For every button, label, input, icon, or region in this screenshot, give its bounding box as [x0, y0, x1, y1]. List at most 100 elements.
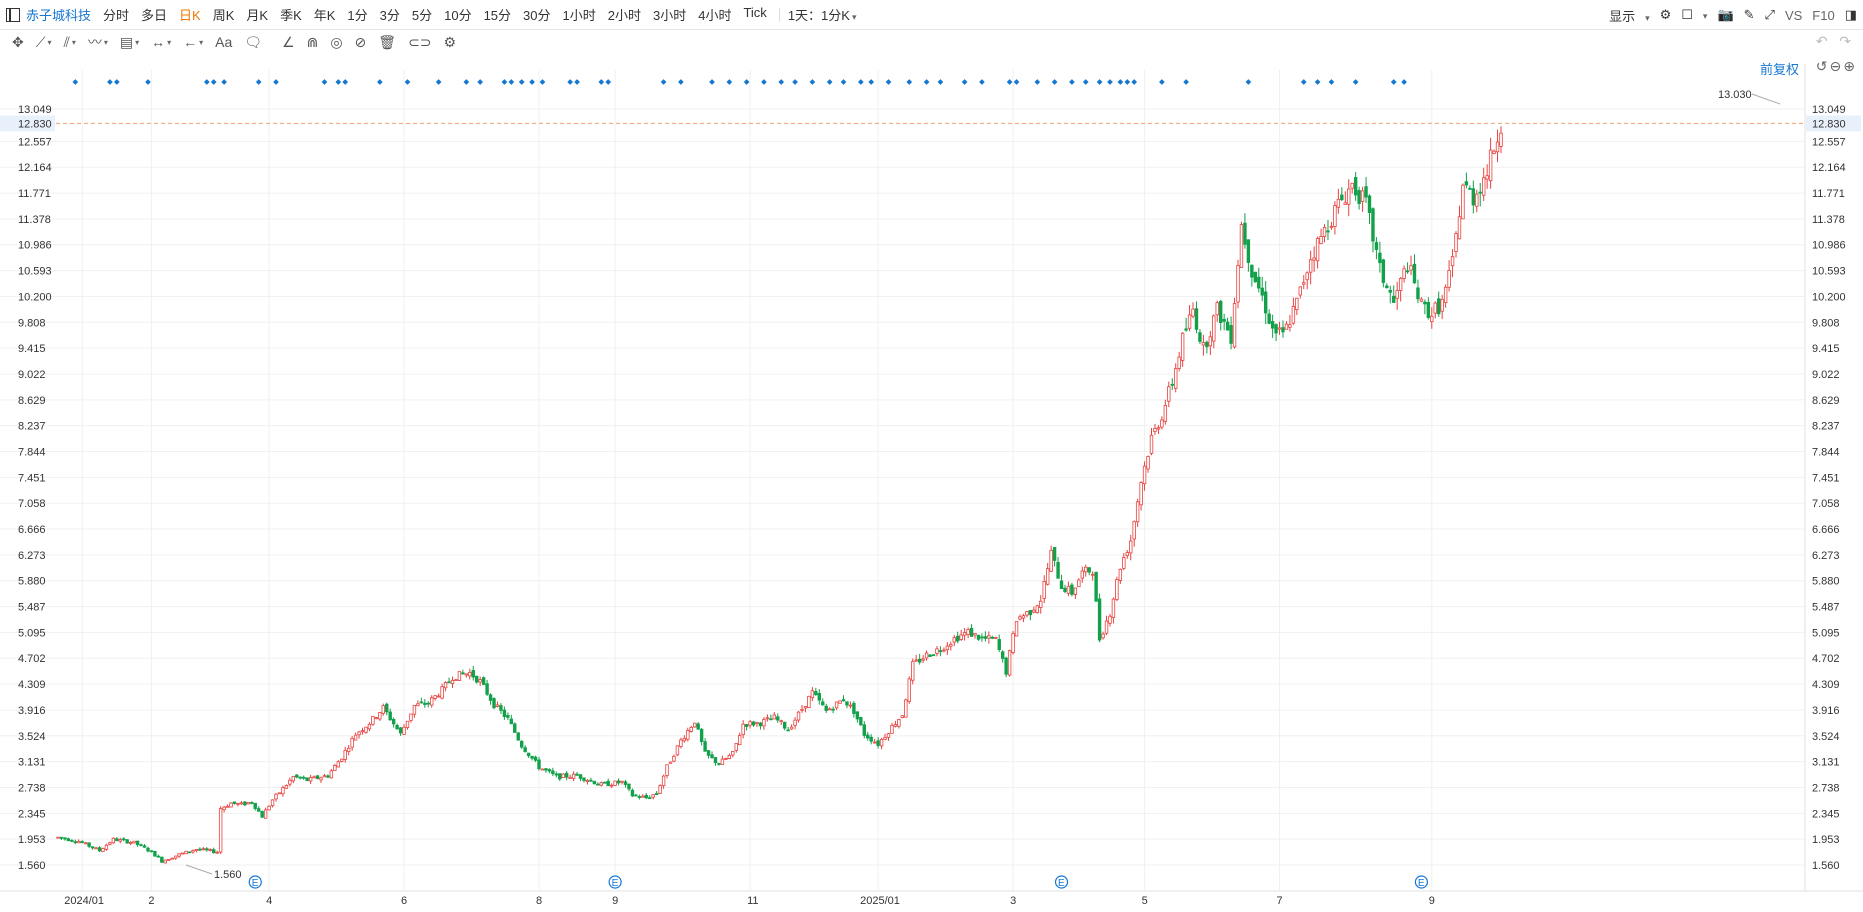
stock-name[interactable]: 赤子城科技	[26, 8, 92, 23]
panel-toggle-icon[interactable]	[6, 7, 20, 22]
y-tick-label-left: 7.451	[18, 472, 46, 484]
candle-body	[1447, 270, 1451, 288]
candle-body	[1097, 598, 1102, 641]
f10-button[interactable]: F10	[1812, 7, 1835, 23]
candle-body	[1253, 271, 1258, 283]
candle-body	[187, 851, 192, 854]
y-tick-label-right: 3.131	[1812, 757, 1840, 769]
candle-body	[1129, 540, 1133, 554]
angle-icon[interactable]: ∠	[282, 33, 295, 50]
period-tab[interactable]: 年K	[313, 8, 336, 23]
candle-body	[277, 792, 282, 795]
candle-body	[118, 839, 122, 842]
candle-body	[582, 777, 586, 781]
candle-body	[419, 701, 424, 704]
eye-icon[interactable]: ◎	[330, 33, 343, 50]
panel-right-icon[interactable]: ◨	[1844, 7, 1857, 22]
candle-body	[744, 724, 749, 727]
fib-icon[interactable]: ▤ ▾	[119, 33, 140, 50]
period-tab[interactable]: 15分	[483, 8, 512, 23]
gear-icon[interactable]: ⚙	[1659, 7, 1672, 22]
measure-icon[interactable]: ↔ ▾	[151, 34, 172, 50]
event-marker-icon[interactable]	[1414, 875, 1429, 889]
hide-icon[interactable]: ⊘	[354, 33, 367, 50]
wave-icon[interactable]: 〰 ▾	[87, 34, 108, 50]
zoom-in-icon[interactable]: ⊕	[1843, 58, 1857, 74]
candle-body	[1298, 286, 1302, 296]
camera-icon[interactable]: 📷	[1717, 7, 1734, 22]
y-tick-label-left: 9.415	[18, 343, 46, 355]
period-tab[interactable]: 3分	[379, 8, 400, 23]
arrow-icon[interactable]: ← ▾	[183, 34, 204, 50]
period-tab[interactable]: 月K	[246, 8, 269, 23]
settings-icon[interactable]: ⚙	[443, 33, 457, 50]
period-tab[interactable]: 10分	[444, 8, 472, 23]
zoom-out-icon[interactable]: ⊖	[1829, 58, 1844, 74]
period-tab[interactable]: 2小时	[607, 8, 641, 23]
square-icon[interactable]: ☐ ▾	[1681, 7, 1708, 22]
candle-body	[73, 841, 78, 844]
period-tabs: 分时 多日 日K 周K 月K 季K 年K 1分 3分 5分 10分 15分 30分 1小时 2小时 3小时 4小…	[103, 5, 779, 24]
period-tab[interactable]: Tick	[743, 5, 767, 20]
text-tool[interactable]: Aa	[215, 34, 233, 50]
price-adjust-toggle[interactable]: 前复权	[1760, 62, 1800, 77]
channel-icon[interactable]: ⫽ ▾	[63, 33, 76, 50]
event-marker-icon[interactable]	[1054, 875, 1069, 889]
signal-marker	[273, 79, 279, 85]
x-tick-label: 8	[536, 895, 542, 907]
candle-body	[654, 793, 659, 795]
period-tab[interactable]: 周K	[212, 8, 235, 23]
period-tab[interactable]: 3小时	[652, 8, 687, 23]
vs-button[interactable]: VS	[1784, 7, 1803, 23]
crosshair-move-icon[interactable]: ✥	[12, 33, 24, 50]
candle-body	[530, 755, 534, 759]
period-tab[interactable]: 30分	[523, 8, 551, 23]
reset-icon[interactable]: ↺	[1815, 58, 1830, 74]
candle-body	[1398, 278, 1403, 291]
candle-body	[800, 708, 804, 711]
period-tab[interactable]: 1分	[347, 8, 368, 23]
signal-marker	[726, 79, 733, 85]
trash-icon[interactable]: 🗑	[378, 33, 397, 50]
candle-body	[1163, 405, 1168, 422]
candle-body	[1308, 259, 1313, 273]
signal-marker	[508, 79, 515, 85]
candle-body	[1084, 566, 1088, 573]
candle-body	[281, 787, 285, 795]
redo-icon[interactable]: ↷	[1839, 33, 1851, 49]
fullscreen-icon[interactable]: ⤢	[1764, 7, 1775, 22]
range-selector[interactable]: 1天：1分K ▾	[788, 5, 857, 24]
period-tab[interactable]: 分时	[103, 8, 130, 23]
pencil-icon[interactable]: ✎	[1743, 7, 1755, 22]
event-marker-icon[interactable]	[248, 875, 262, 889]
display-menu[interactable]: 显示 ▾	[1599, 6, 1650, 25]
period-tab[interactable]: 季K	[280, 8, 302, 23]
candle-body	[519, 740, 524, 748]
y-tick-label-left: 7.844	[18, 446, 46, 458]
event-marker-icon[interactable]	[608, 875, 622, 889]
candle-body	[1381, 259, 1386, 283]
period-tab[interactable]: 5分	[411, 8, 433, 23]
candle-body	[149, 850, 154, 853]
candle-body	[637, 796, 642, 798]
signal-marker	[1314, 79, 1321, 85]
magnet-icon[interactable]: ⋒	[306, 33, 319, 50]
trend-line-icon[interactable]: ⟋ ▾	[35, 33, 52, 50]
period-tab[interactable]: 4小时	[698, 8, 732, 23]
undo-icon[interactable]: ↶	[1815, 33, 1828, 49]
y-tick-label-left: 5.095	[18, 627, 46, 639]
candle-body	[1423, 301, 1427, 305]
y-tick-label-right: 2.738	[1812, 782, 1840, 794]
link-icon[interactable]: ⊂⊃	[408, 33, 432, 50]
period-tab[interactable]: 日K	[179, 8, 201, 23]
candle-body	[1035, 605, 1040, 613]
comment-icon[interactable]: 🗨	[244, 33, 263, 50]
candle-body	[90, 846, 95, 849]
period-tab[interactable]: 多日	[141, 8, 168, 23]
max-price-label: 13.030	[1718, 89, 1752, 101]
candle-body	[222, 806, 226, 811]
chevron-down-icon: ▾	[1645, 12, 1650, 23]
period-tab[interactable]: 1小时	[562, 8, 596, 23]
candle-body	[260, 811, 264, 818]
